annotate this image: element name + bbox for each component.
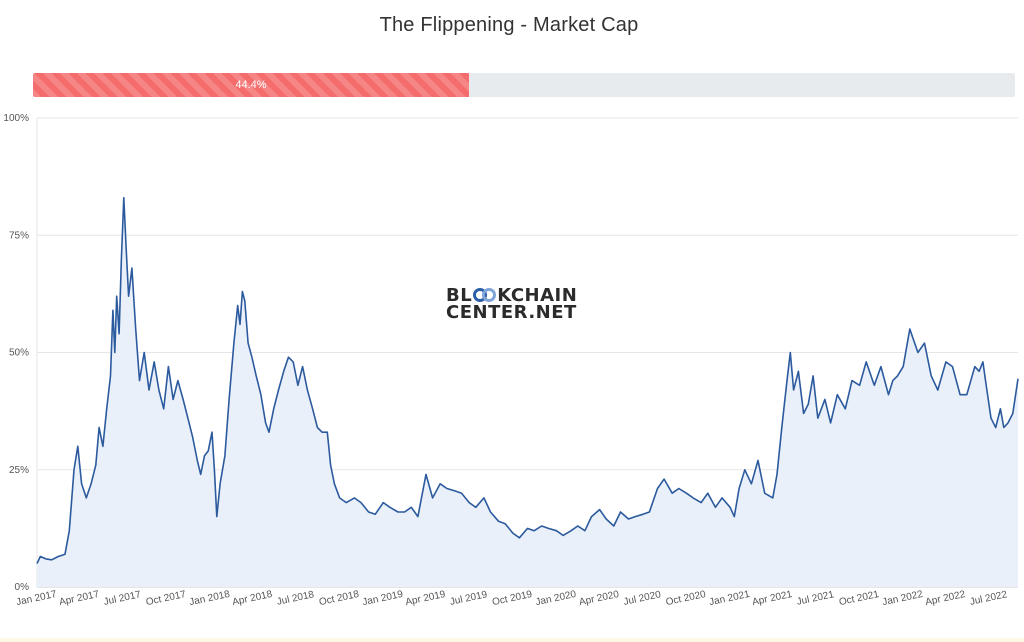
- x-tick-label-21: Apr 2022: [924, 589, 966, 608]
- watermark-text-pre: BL: [446, 285, 473, 306]
- x-tick-label-3: Oct 2017: [145, 589, 187, 608]
- double-ring-o-icon-overlap: [482, 288, 497, 302]
- y-tick-label-25: 25%: [9, 465, 29, 476]
- x-tick-label-8: Jan 2019: [361, 589, 404, 608]
- x-tick-label-17: Apr 2021: [751, 589, 793, 608]
- x-tick-label-9: Apr 2019: [404, 589, 446, 608]
- market-cap-chart-svg[interactable]: 0%25%50%75%100%Jan 2017 Apr 2017 Jul 2017 O…: [0, 105, 1024, 625]
- x-tick-label-20: Jan 2022: [881, 589, 924, 608]
- x-tick-label-13: Apr 2020: [578, 589, 620, 608]
- y-tick-label-50: 50%: [9, 348, 29, 359]
- y-tick-label-100: 100%: [3, 113, 29, 124]
- market-cap-chart[interactable]: 0% 25% 50% 75% 100% Jan 2017 Apr 2017 Jul 2017 O…: [0, 105, 1024, 625]
- flippening-progress-bar: 44.4%: [33, 73, 1015, 97]
- x-tick-label-11: Oct 2019: [491, 589, 533, 608]
- x-tick-label-6: Jul 2018: [276, 589, 316, 608]
- y-tick-label-0: 0%: [15, 582, 30, 593]
- page-title: The Flippening - Market Cap: [379, 14, 639, 36]
- x-tick-label-22: Jul 2022: [969, 589, 1009, 608]
- series-area-0: [37, 197, 1018, 587]
- x-tick-label-15: Oct 2020: [665, 589, 707, 608]
- progress-bar-fill: 44.4%: [33, 73, 469, 97]
- x-tick-label-7: Oct 2018: [318, 589, 360, 608]
- bottom-strip: [0, 638, 1024, 642]
- x-tick-label-18: Jul 2021: [796, 589, 836, 608]
- x-tick-label-16: Jan 2021: [708, 589, 751, 608]
- x-tick-label-1: Apr 2017: [58, 589, 100, 608]
- watermark-line-1: BL KCHAIN: [446, 285, 578, 306]
- x-tick-label-4: Jan 2018: [188, 589, 231, 608]
- watermark-line-2: CENTER.NET: [446, 302, 577, 323]
- watermark-text-post: KCHAIN: [497, 285, 578, 306]
- x-tick-label-5: Apr 2018: [231, 589, 273, 608]
- x-tick-label-10: Jul 2019: [449, 589, 489, 608]
- x-tick-label-2: Jul 2017: [103, 589, 143, 608]
- x-tick-label-19: Oct 2021: [838, 589, 880, 608]
- progress-bar-label: 44.4%: [235, 79, 267, 91]
- y-tick-label-75: 75%: [9, 230, 29, 241]
- series-line-0: [36, 196, 1019, 564]
- x-tick-label-12: Jan 2020: [535, 589, 578, 608]
- blockchaincenter-watermark: BL KCHAIN CENTER.NET: [446, 285, 578, 323]
- x-tick-label-14: Jul 2020: [623, 589, 663, 608]
